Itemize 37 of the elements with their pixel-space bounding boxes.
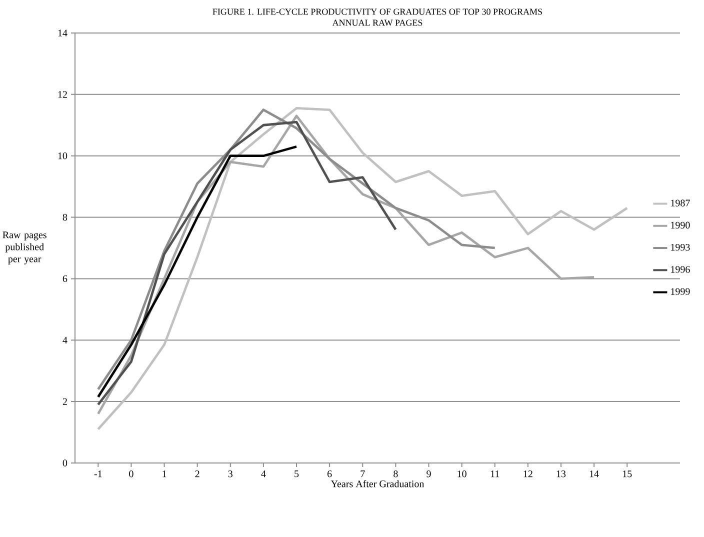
x-tick-label: 9 [426, 470, 431, 478]
y-tick-label: 10 [58, 152, 68, 160]
x-tick-label: 6 [327, 470, 332, 478]
line-series [96, 108, 496, 390]
x-tick-label: 7 [360, 470, 365, 478]
chart-title: FIGURE 1. LIFE-CYCLE PRODUCTIVITY OF GRADUATES OF TOP 30 PROGRAMS [212, 8, 542, 15]
line-series [96, 145, 298, 398]
x-tick-label: 1 [162, 470, 166, 478]
y-tick-label: 8 [62, 214, 68, 221]
x-tick-label: 8 [394, 470, 398, 478]
x-tick-label: 15 [622, 470, 632, 478]
x-tick-label: 0 [129, 470, 134, 478]
y-axis-title: Raw pages published per year [2, 232, 46, 264]
x-tick-label: 11 [490, 470, 500, 478]
y-tick-label: 12 [58, 91, 67, 98]
x-axis-title: Years After Graduation [330, 480, 424, 488]
x-tick-label: 3 [228, 470, 232, 478]
y-tick-label: 0 [62, 460, 68, 466]
y-tick-label: 14 [58, 30, 68, 36]
legend-label: 1990 [671, 222, 690, 229]
y-tick-label: 4 [62, 336, 68, 344]
x-tick-label: 4 [261, 470, 266, 478]
x-tick-label: 10 [458, 470, 466, 478]
x-tick-label: 5 [294, 470, 299, 478]
legend-label: 1999 [671, 288, 690, 295]
legend-label: 1987 [671, 200, 690, 206]
y-tick-label: 2 [62, 398, 67, 405]
x-tick-label: 14 [590, 470, 599, 478]
legend-label: 1996 [671, 266, 690, 273]
y-tick-label: 6 [62, 275, 68, 282]
x-tick-label: 12 [524, 470, 532, 478]
chart-subtitle: ANNUAL RAW PAGES [332, 20, 422, 26]
x-tick-label: -1 [94, 470, 102, 478]
x-tick-label: 2 [195, 470, 200, 478]
line-series [96, 120, 397, 406]
x-tick-label: 13 [556, 470, 566, 478]
legend-label: 1993 [671, 244, 690, 251]
